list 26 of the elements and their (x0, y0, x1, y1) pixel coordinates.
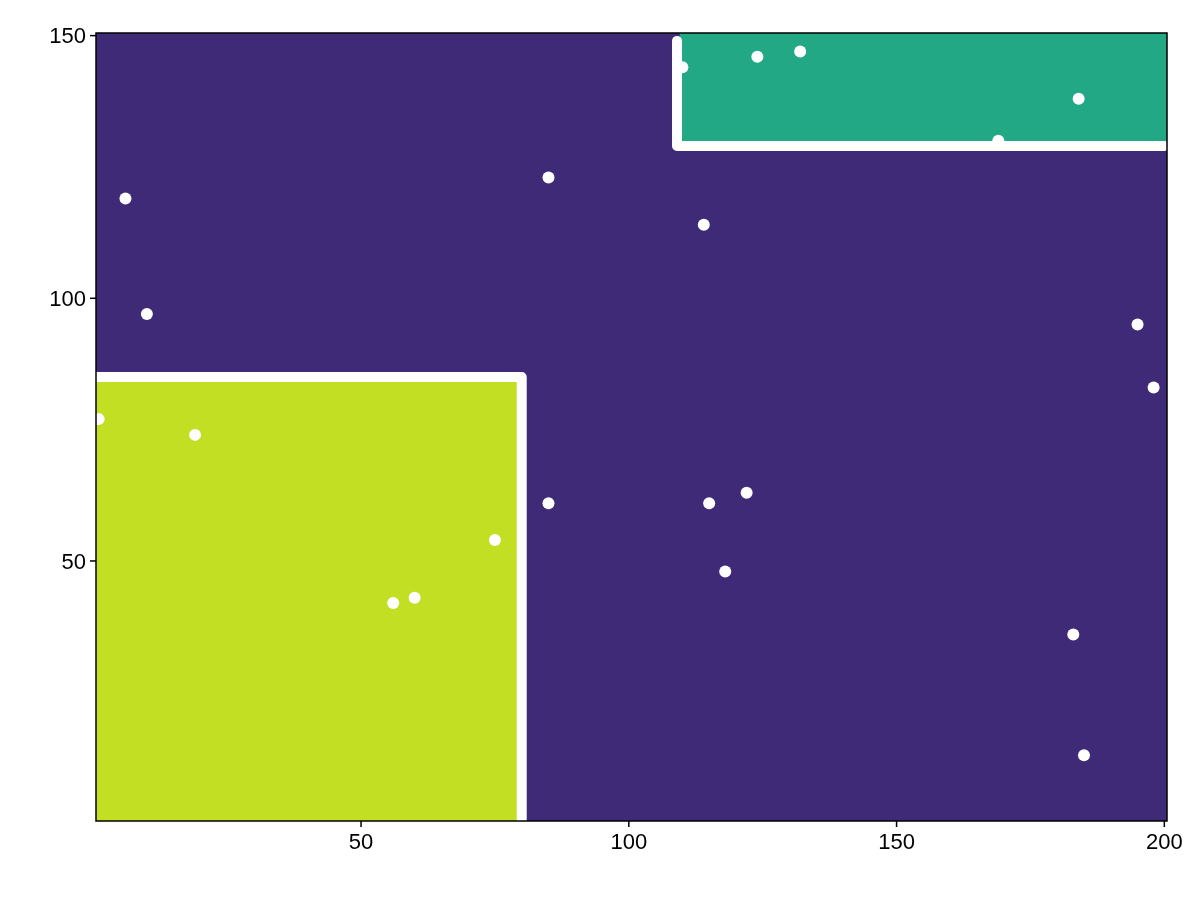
point (488, 533, 501, 546)
point (542, 171, 555, 184)
point (1072, 92, 1085, 105)
point (719, 565, 732, 578)
point (542, 497, 555, 510)
y-tick-label: 50 (61, 548, 86, 574)
point (1147, 381, 1160, 394)
x-tick-label: 100 (610, 829, 648, 854)
point (140, 308, 153, 321)
point (189, 428, 202, 441)
point (1078, 749, 1090, 762)
y-tick-label: 150 (49, 23, 86, 49)
point (751, 50, 764, 63)
point (119, 192, 132, 205)
x-tick-label: 50 (348, 829, 374, 854)
point (1131, 318, 1144, 331)
point (703, 497, 716, 510)
x-tick-label: 200 (1145, 829, 1183, 854)
point (740, 486, 753, 499)
x-tick-label: 150 (878, 829, 915, 854)
y-tick-label: 100 (49, 285, 86, 311)
point (1067, 628, 1080, 641)
point (794, 45, 807, 58)
point (697, 218, 710, 231)
point (387, 596, 400, 609)
point (408, 591, 421, 604)
